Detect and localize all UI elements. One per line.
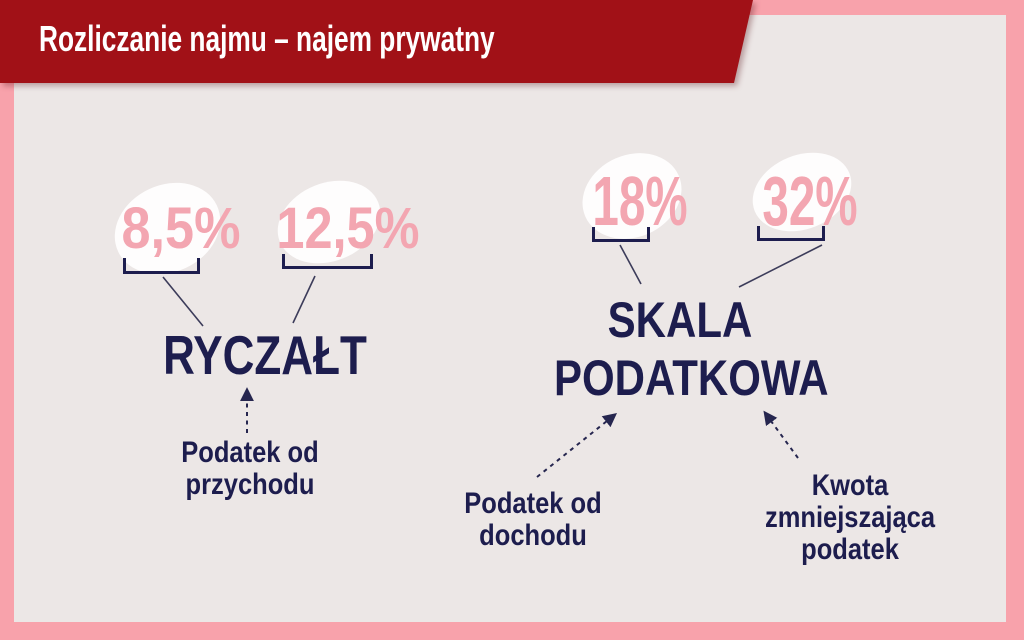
heading-line: PODATKOWA <box>554 350 829 406</box>
underline-bracket <box>282 254 373 269</box>
note-podatek-od-dochodu: Podatek od dochodu <box>448 488 618 552</box>
note-line: Kwota <box>811 469 889 502</box>
underline-bracket <box>592 227 650 242</box>
rate-32-percent: 32% <box>762 162 858 240</box>
note-line: dochodu <box>479 519 587 552</box>
heading-skala-podatkowa: SKALA PODATKOWA <box>554 291 829 407</box>
underline-bracket <box>757 226 825 241</box>
rate-8-5-percent: 8,5% <box>121 196 241 261</box>
note-line: Podatek od <box>464 487 602 520</box>
note-line: podatek <box>801 533 899 566</box>
note-kwota-zmniejszajaca-podatek: Kwota zmniejszająca podatek <box>752 470 948 566</box>
heading-ryczalt: RYCZAŁT <box>163 324 367 386</box>
banner-background: Rozliczanie najmu – najem prywatny <box>0 0 753 83</box>
rate-18-percent: 18% <box>592 162 688 240</box>
underline-bracket <box>123 258 200 274</box>
rate-12-5-percent: 12,5% <box>276 196 420 261</box>
page-title: Rozliczanie najmu – najem prywatny <box>39 18 495 59</box>
note-line: przychodu <box>185 468 315 501</box>
title-banner: Rozliczanie najmu – najem prywatny <box>0 0 780 100</box>
heading-line: SKALA <box>607 292 753 348</box>
note-line: zmniejszająca <box>764 501 936 534</box>
note-line: Podatek od <box>181 436 319 469</box>
note-podatek-od-przychodu: Podatek od przychodu <box>165 437 335 501</box>
